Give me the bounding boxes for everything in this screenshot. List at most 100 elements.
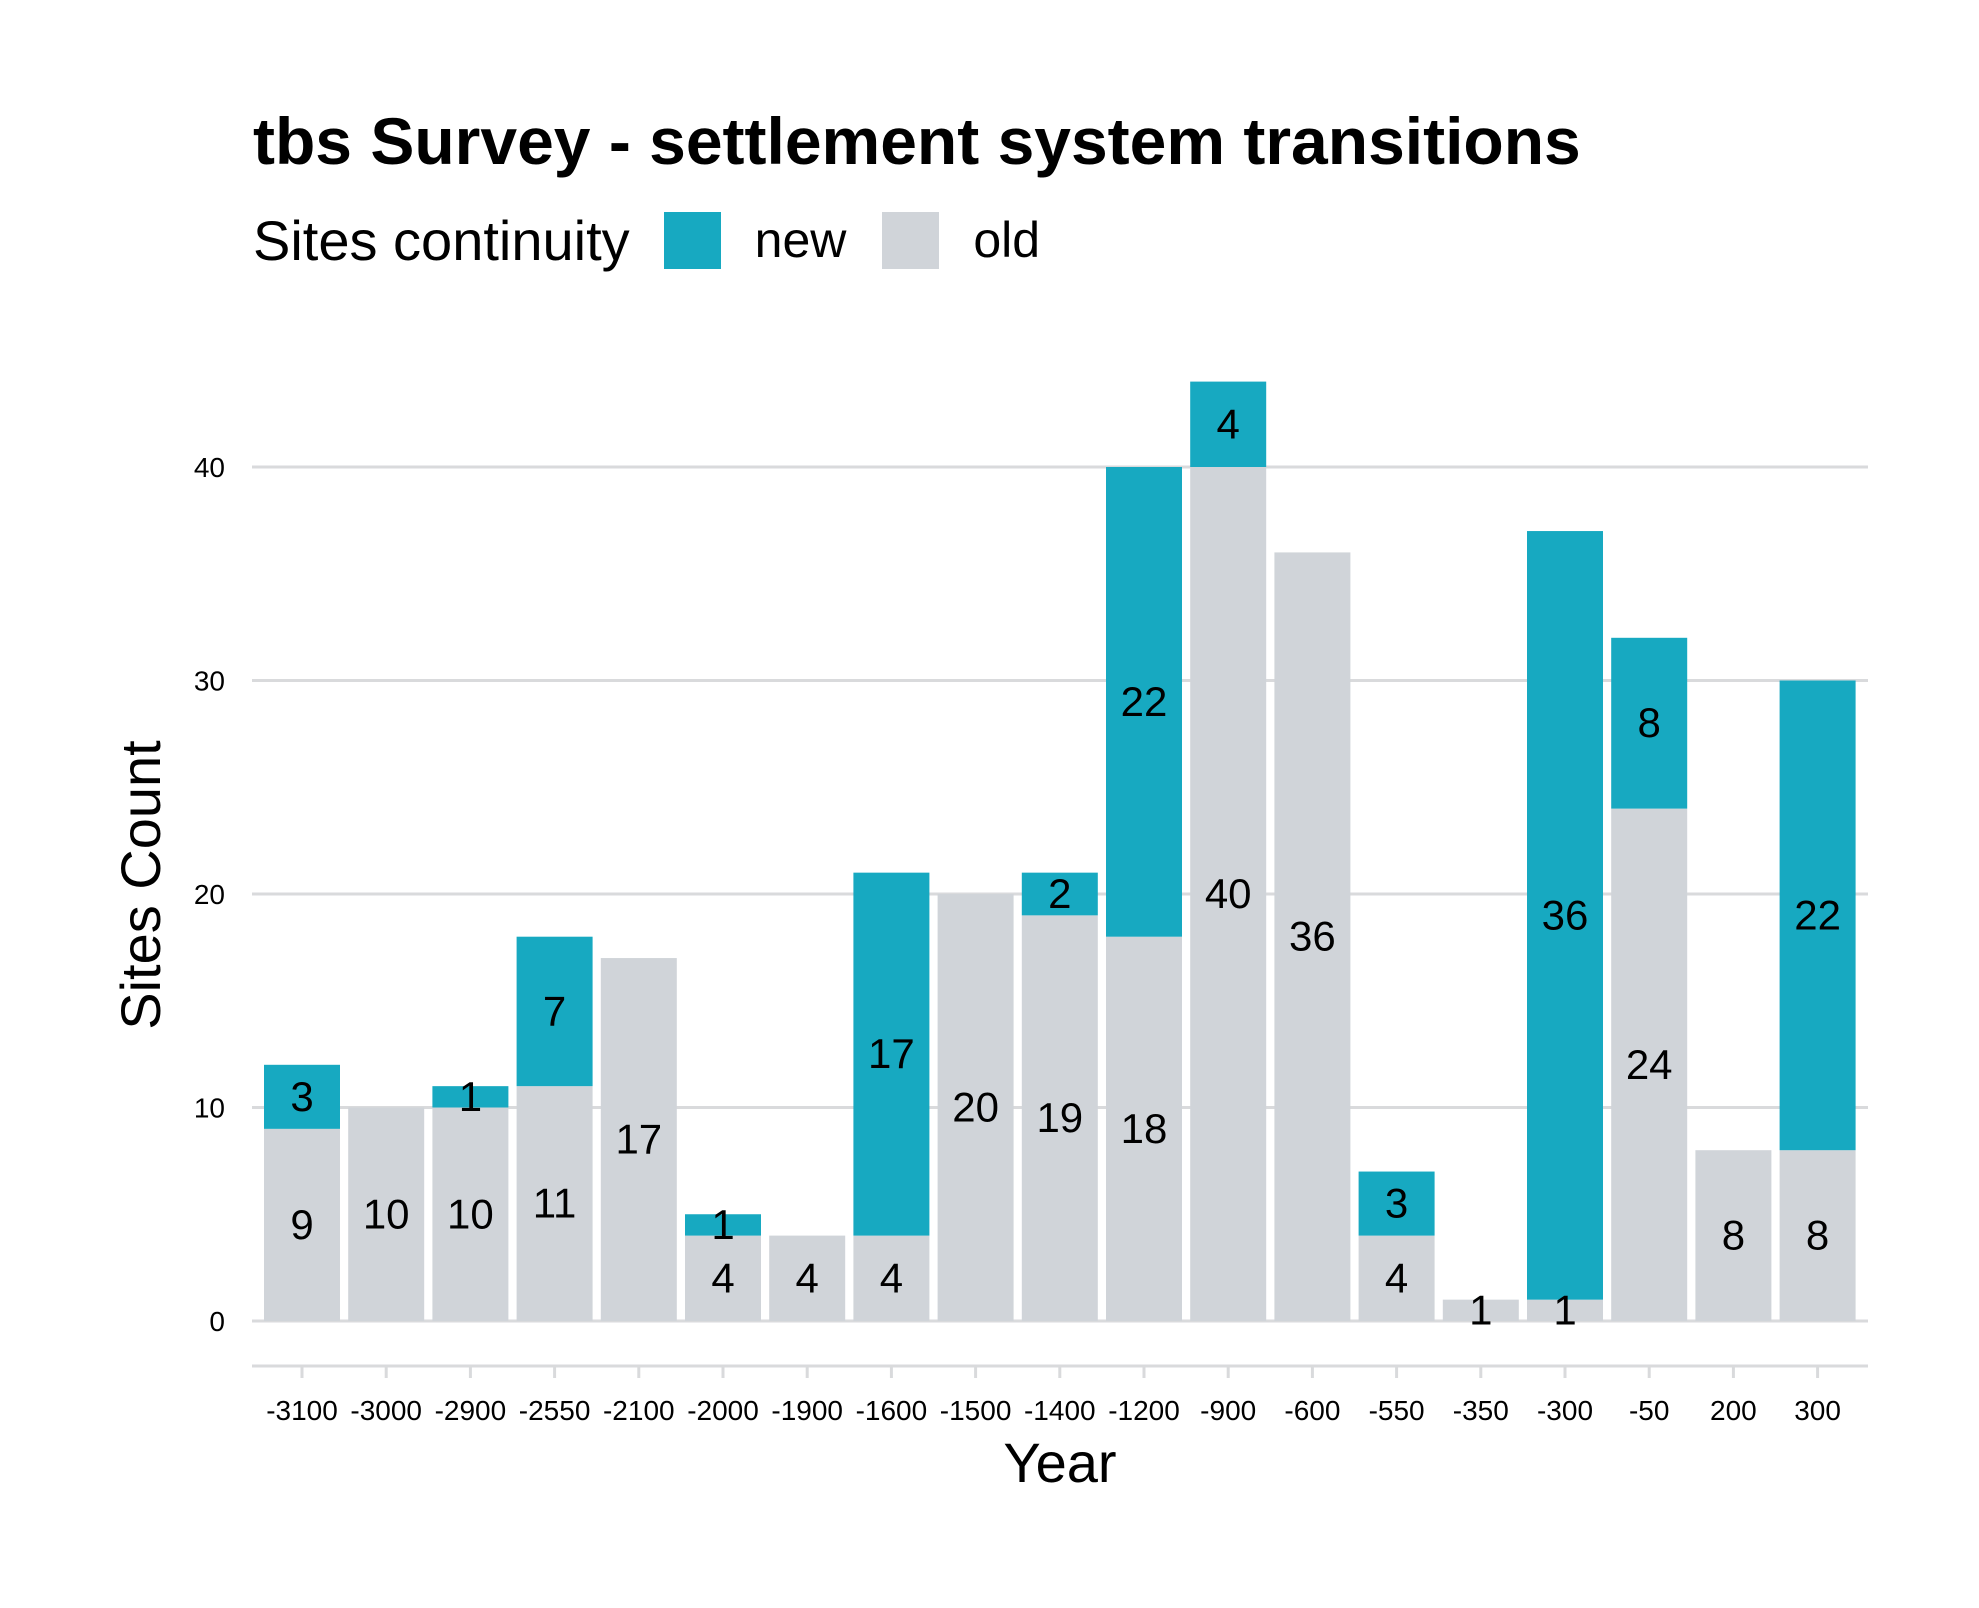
data-label-new--1600: 17 bbox=[868, 1030, 915, 1077]
bar-new--300 bbox=[1527, 531, 1603, 1300]
bar-old-300 bbox=[1779, 1150, 1856, 1321]
data-label-old--2100: 17 bbox=[615, 1116, 662, 1163]
data-label-old--2900: 10 bbox=[447, 1190, 494, 1237]
data-label-old-200: 8 bbox=[1722, 1212, 1745, 1259]
x-tick-label: -1200 bbox=[1108, 1395, 1180, 1426]
data-label-old--300: 1 bbox=[1553, 1286, 1576, 1333]
data-label-new--1200: 22 bbox=[1121, 678, 1168, 725]
x-tick-label: -1400 bbox=[1024, 1395, 1096, 1426]
bar-old--2550 bbox=[516, 1086, 593, 1321]
data-label-old--1600: 4 bbox=[880, 1254, 903, 1301]
x-tick-label: -900 bbox=[1200, 1395, 1256, 1426]
bar-new--1600 bbox=[853, 872, 930, 1236]
legend-label-new: new bbox=[754, 212, 847, 268]
bar-new--3100 bbox=[264, 1064, 340, 1129]
x-tick-label: -350 bbox=[1453, 1395, 1509, 1426]
data-label-new--3100: 3 bbox=[290, 1073, 313, 1120]
bar-new--2000 bbox=[685, 1214, 761, 1236]
data-label-old--1400: 19 bbox=[1036, 1094, 1083, 1141]
x-tick-label: -2550 bbox=[519, 1395, 591, 1426]
y-tick-label: 10 bbox=[194, 1093, 225, 1124]
x-tick-label: -2900 bbox=[435, 1395, 507, 1426]
y-tick-label: 0 bbox=[209, 1306, 225, 1337]
data-label-new--550: 3 bbox=[1385, 1180, 1408, 1227]
bar-old--1600 bbox=[853, 1235, 930, 1321]
x-tick-label: 300 bbox=[1794, 1395, 1841, 1426]
bar-old--1400 bbox=[1021, 915, 1098, 1321]
x-tick-label: 200 bbox=[1710, 1395, 1757, 1426]
bar-new--1200 bbox=[1106, 467, 1182, 937]
x-tick-label: -3000 bbox=[350, 1395, 422, 1426]
legend-swatch-new bbox=[663, 211, 721, 269]
legend: Sites continuity new old bbox=[253, 205, 1076, 275]
bar-old--2000 bbox=[685, 1235, 761, 1321]
legend-item-new: new bbox=[663, 211, 847, 269]
data-label-old--2550: 11 bbox=[533, 1180, 577, 1227]
data-label-old-300: 8 bbox=[1806, 1212, 1829, 1259]
data-label-old--1200: 18 bbox=[1121, 1105, 1168, 1152]
data-label-new--2000: 1 bbox=[711, 1201, 734, 1248]
bar-old--350 bbox=[1442, 1299, 1519, 1321]
bar-new--2550 bbox=[516, 936, 593, 1087]
bar-old--1500 bbox=[937, 894, 1014, 1321]
data-label-old--600: 36 bbox=[1289, 913, 1336, 960]
y-axis-title: Sites Count bbox=[109, 740, 172, 1030]
data-label-new-300: 22 bbox=[1794, 891, 1841, 938]
y-tick-label: 20 bbox=[194, 879, 225, 910]
data-label-new--2900: 1 bbox=[459, 1073, 482, 1120]
bar-old--1900 bbox=[769, 1235, 846, 1321]
bar-old--1200 bbox=[1106, 936, 1182, 1321]
bar-old--600 bbox=[1274, 552, 1351, 1321]
x-tick-label: -50 bbox=[1629, 1395, 1669, 1426]
x-axis-title: Year bbox=[1003, 1431, 1116, 1494]
data-label-new--300: 36 bbox=[1542, 891, 1589, 938]
bar-new--900 bbox=[1190, 381, 1267, 467]
data-label-old--1500: 20 bbox=[952, 1084, 999, 1131]
bar-new-300 bbox=[1779, 680, 1856, 1151]
bars bbox=[264, 381, 1856, 1321]
y-tick-label: 40 bbox=[194, 452, 225, 483]
x-tick-label: -550 bbox=[1369, 1395, 1425, 1426]
x-tick-label: -300 bbox=[1537, 1395, 1593, 1426]
data-label-old--1900: 4 bbox=[796, 1254, 819, 1301]
bar-old-200 bbox=[1695, 1150, 1772, 1321]
data-label-new--50: 8 bbox=[1638, 699, 1661, 746]
legend-label-old: old bbox=[973, 212, 1041, 268]
data-label-old--2000: 4 bbox=[711, 1254, 734, 1301]
legend-title: Sites continuity bbox=[253, 208, 630, 272]
x-tick-label: -1500 bbox=[940, 1395, 1012, 1426]
bar-old--2900 bbox=[432, 1107, 509, 1321]
y-tick-label: 30 bbox=[194, 666, 225, 697]
legend-swatch-old bbox=[882, 211, 940, 269]
x-tick-label: -1900 bbox=[771, 1395, 843, 1426]
x-tick-label: -3100 bbox=[266, 1395, 338, 1426]
data-label-old--900: 40 bbox=[1205, 870, 1252, 917]
x-tick-label: -600 bbox=[1284, 1395, 1340, 1426]
bar-old--3100 bbox=[264, 1128, 340, 1321]
bar-old--550 bbox=[1358, 1235, 1435, 1321]
data-label-new--2550: 7 bbox=[543, 987, 566, 1034]
bar-old--3000 bbox=[348, 1107, 425, 1321]
data-label-old--3000: 10 bbox=[363, 1190, 410, 1237]
bar-new--1400 bbox=[1021, 872, 1098, 916]
data-label-old--550: 4 bbox=[1385, 1254, 1408, 1301]
data-label-old--350: 1 bbox=[1469, 1286, 1492, 1333]
chart-title: tbs Survey - settlement system transitio… bbox=[253, 104, 1581, 178]
data-label-old--3100: 9 bbox=[290, 1201, 313, 1248]
legend-item-old: old bbox=[882, 211, 1040, 269]
bar-old--50 bbox=[1611, 808, 1688, 1321]
bar-old--900 bbox=[1190, 467, 1267, 1321]
x-tick-label: -1600 bbox=[856, 1395, 928, 1426]
bar-new--550 bbox=[1358, 1171, 1435, 1236]
data-label-old--50: 24 bbox=[1626, 1041, 1673, 1088]
bar-new--2900 bbox=[432, 1086, 509, 1108]
bar-old--300 bbox=[1527, 1299, 1603, 1321]
bar-new--50 bbox=[1611, 637, 1688, 809]
x-tick-label: -2100 bbox=[603, 1395, 675, 1426]
data-label-new--1400: 2 bbox=[1048, 870, 1071, 917]
x-tick-label: -2000 bbox=[687, 1395, 759, 1426]
data-label-new--900: 4 bbox=[1217, 400, 1240, 447]
